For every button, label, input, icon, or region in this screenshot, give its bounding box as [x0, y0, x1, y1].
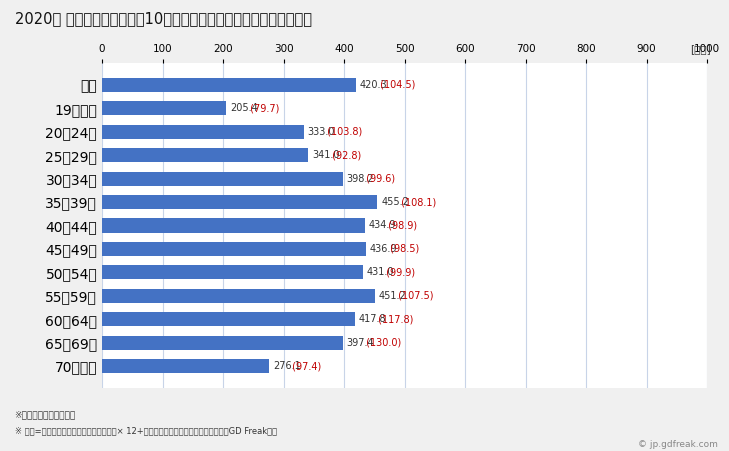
- Bar: [102, 78, 356, 92]
- Text: 205.4: 205.4: [230, 103, 258, 113]
- Bar: [102, 242, 367, 256]
- Text: (107.5): (107.5): [395, 291, 434, 301]
- Text: (103.8): (103.8): [324, 127, 362, 137]
- Text: 2020年 民間企業（従業者数10人以上）フルタイム労働者の平均年収: 2020年 民間企業（従業者数10人以上）フルタイム労働者の平均年収: [15, 11, 311, 26]
- Bar: [102, 359, 269, 373]
- Text: (97.4): (97.4): [289, 361, 321, 371]
- Text: 420.3: 420.3: [360, 80, 388, 90]
- Text: 398.2: 398.2: [346, 174, 374, 184]
- Text: (130.0): (130.0): [363, 338, 401, 348]
- Bar: [102, 125, 303, 139]
- Text: 455.2: 455.2: [381, 197, 409, 207]
- Text: 397.4: 397.4: [346, 338, 374, 348]
- Text: (98.5): (98.5): [386, 244, 419, 254]
- Text: [万円]: [万円]: [690, 44, 711, 54]
- Text: (99.9): (99.9): [383, 267, 416, 277]
- Text: (92.8): (92.8): [329, 150, 361, 160]
- Bar: [102, 195, 378, 209]
- Text: (79.7): (79.7): [246, 103, 279, 113]
- Bar: [102, 148, 308, 162]
- Bar: [102, 312, 355, 326]
- Text: (99.6): (99.6): [363, 174, 395, 184]
- Text: 436.9: 436.9: [370, 244, 397, 254]
- Text: 431.0: 431.0: [367, 267, 394, 277]
- Bar: [102, 265, 363, 279]
- Text: (117.8): (117.8): [375, 314, 413, 324]
- Bar: [102, 289, 375, 303]
- Text: (108.1): (108.1): [398, 197, 436, 207]
- Text: ※ 年収=「きまって支給する現金給与額」× 12+「年間賞与その他特別給与額」としてGD Freak推計: ※ 年収=「きまって支給する現金給与額」× 12+「年間賞与その他特別給与額」と…: [15, 426, 277, 435]
- Bar: [102, 172, 343, 186]
- Text: ※（）内は同業種全国比: ※（）内は同業種全国比: [15, 410, 76, 419]
- Text: 434.9: 434.9: [369, 221, 397, 230]
- Bar: [102, 336, 343, 350]
- Text: 341.0: 341.0: [312, 150, 340, 160]
- Text: 417.8: 417.8: [359, 314, 386, 324]
- Text: 333.0: 333.0: [307, 127, 335, 137]
- Text: (98.9): (98.9): [386, 221, 418, 230]
- Text: 451.2: 451.2: [378, 291, 407, 301]
- Bar: [102, 218, 365, 233]
- Text: © jp.gdfreak.com: © jp.gdfreak.com: [638, 440, 718, 449]
- Bar: [102, 101, 226, 115]
- Text: 276.1: 276.1: [273, 361, 300, 371]
- Text: (104.5): (104.5): [377, 80, 415, 90]
